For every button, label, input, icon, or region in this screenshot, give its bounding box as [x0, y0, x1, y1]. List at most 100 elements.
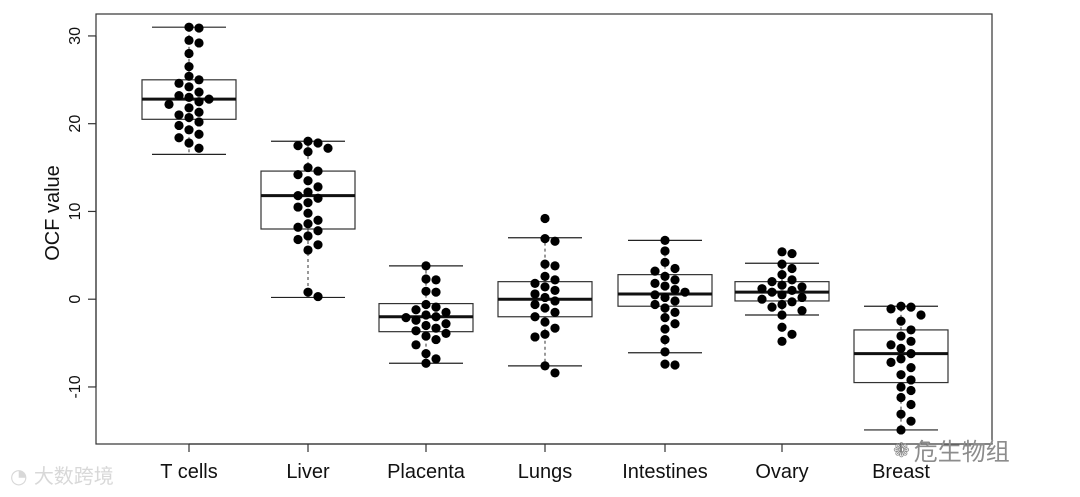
data-point — [421, 261, 431, 271]
data-point — [194, 143, 204, 153]
data-point — [313, 166, 323, 176]
data-point — [660, 334, 670, 345]
data-point — [441, 319, 451, 329]
data-point — [293, 169, 303, 180]
data-point — [680, 287, 690, 297]
data-point — [421, 358, 431, 368]
data-point — [896, 409, 906, 419]
data-point — [293, 141, 303, 151]
data-point — [550, 275, 560, 285]
data-point — [896, 392, 906, 403]
data-point — [896, 316, 906, 326]
data-point — [777, 280, 787, 290]
watermark-right: ❁ 危生物组 — [893, 432, 1010, 467]
data-point — [174, 120, 184, 131]
x-tick-label: Placenta — [387, 461, 466, 483]
data-point — [194, 129, 204, 139]
data-point — [303, 219, 313, 229]
data-point — [660, 303, 670, 313]
data-point — [313, 240, 323, 250]
data-point — [787, 275, 797, 285]
data-point — [767, 287, 777, 297]
data-point — [540, 259, 550, 269]
data-point — [896, 354, 906, 364]
data-point — [431, 312, 441, 322]
data-point — [670, 263, 680, 274]
data-point — [540, 303, 550, 313]
data-point — [916, 310, 926, 320]
data-point — [303, 208, 313, 218]
data-point — [441, 307, 451, 317]
data-point — [194, 75, 204, 85]
data-point — [540, 329, 550, 339]
data-point — [906, 363, 916, 373]
data-point — [906, 416, 916, 426]
data-point — [421, 331, 431, 341]
data-point — [650, 290, 660, 300]
points-ovary — [757, 247, 807, 346]
data-point — [550, 307, 560, 317]
data-point — [540, 234, 550, 244]
data-point — [303, 147, 313, 157]
data-point — [660, 271, 670, 281]
data-point — [670, 284, 680, 295]
data-point — [787, 329, 797, 339]
data-point — [530, 312, 540, 322]
data-point — [411, 305, 421, 315]
points-intestines — [650, 235, 690, 370]
data-point — [303, 198, 313, 208]
data-point — [757, 284, 767, 294]
watermark-left: ◔ 大数跨境 — [10, 460, 114, 489]
y-tick-label: 20 — [67, 115, 84, 133]
data-point — [777, 259, 787, 269]
data-point — [303, 287, 313, 297]
y-tick-label: 10 — [67, 202, 84, 220]
data-point — [313, 193, 323, 203]
logo-icon: ◔ — [10, 464, 28, 488]
data-point — [906, 336, 916, 346]
data-point — [540, 361, 550, 371]
data-point — [896, 382, 906, 392]
data-point — [431, 302, 441, 312]
data-point — [777, 322, 787, 332]
data-point — [660, 235, 670, 246]
x-tick-label: Lungs — [518, 461, 573, 483]
data-point — [184, 125, 194, 135]
data-point — [550, 323, 560, 333]
data-point — [530, 332, 540, 342]
data-point — [530, 278, 540, 289]
data-point — [411, 340, 421, 350]
data-point — [431, 354, 441, 364]
data-point — [550, 285, 560, 296]
data-point — [313, 226, 323, 236]
data-point — [421, 274, 431, 284]
points-group — [164, 22, 926, 435]
y-axis-label: OCF value — [42, 165, 64, 261]
data-point — [787, 285, 797, 296]
data-point — [293, 222, 303, 232]
data-point — [431, 287, 441, 297]
data-point — [184, 138, 194, 148]
data-point — [441, 328, 451, 339]
data-point — [313, 182, 323, 192]
data-point — [204, 94, 214, 104]
data-point — [303, 176, 313, 186]
data-point — [313, 215, 323, 225]
data-point — [650, 266, 660, 276]
data-point — [787, 263, 797, 274]
data-point — [660, 313, 670, 323]
data-point — [431, 334, 441, 345]
data-point — [303, 245, 313, 255]
data-point — [421, 310, 431, 320]
data-point — [540, 271, 550, 281]
data-point — [906, 375, 916, 385]
data-point — [174, 91, 184, 101]
y-axis: -10 0 10 20 30 — [67, 27, 97, 399]
data-point — [550, 296, 560, 306]
data-point — [421, 286, 431, 296]
data-point — [660, 347, 670, 357]
data-point — [777, 290, 787, 300]
data-point — [184, 22, 194, 32]
watermark-right-text: 危生物组 — [913, 438, 1010, 466]
data-point — [906, 349, 916, 359]
